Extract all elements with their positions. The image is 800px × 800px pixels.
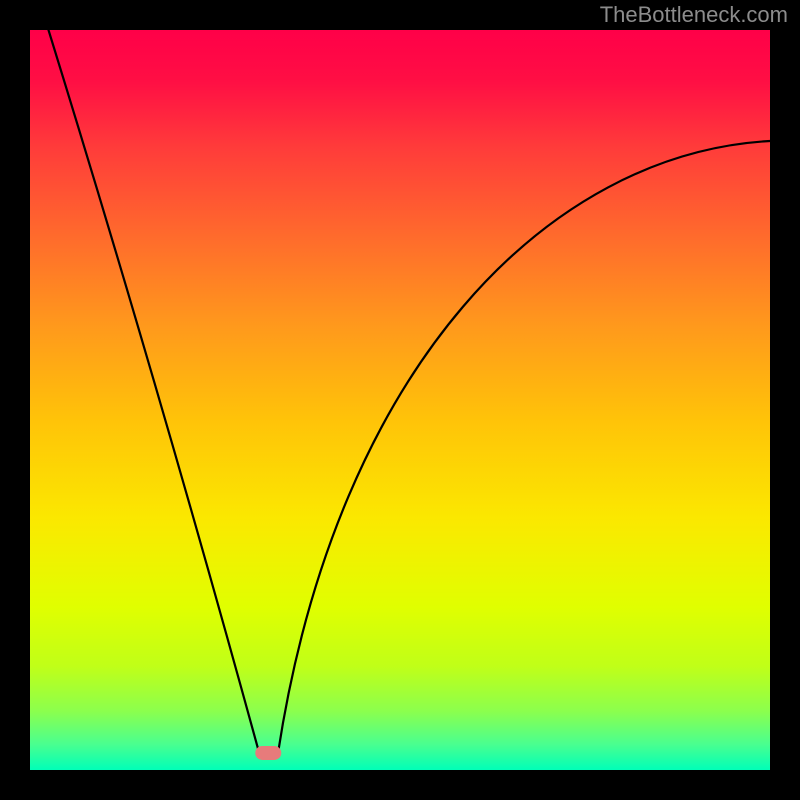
- chart-container: TheBottleneck.com: [0, 0, 800, 800]
- plot-area: [30, 30, 770, 770]
- watermark-text: TheBottleneck.com: [600, 2, 788, 28]
- minimum-marker: [255, 746, 281, 760]
- gradient-background: [30, 30, 770, 770]
- chart-svg: [30, 30, 770, 770]
